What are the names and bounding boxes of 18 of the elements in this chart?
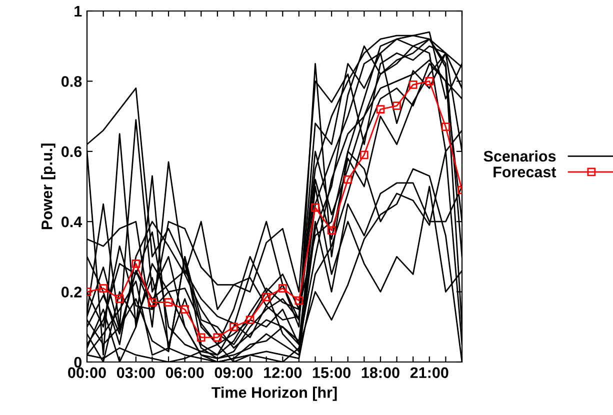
legend-label: Scenarios (484, 150, 556, 162)
x-tick-label: 09:00 (214, 367, 253, 378)
x-tick-label: 21:00 (410, 367, 448, 378)
x-tick-label: 06:00 (166, 367, 204, 378)
y-tick-label: 0.6 (62, 146, 82, 158)
y-axis-title: Power [p.u.] (41, 144, 56, 230)
x-tick-label: 15:00 (312, 367, 350, 378)
x-tick-label: 18:00 (362, 367, 400, 378)
x-axis-title: Time Horizon [hr] (212, 386, 337, 401)
x-tick-label: 00:00 (68, 367, 106, 378)
y-tick-label: 1 (74, 6, 82, 17)
y-tick-label: 0.8 (62, 76, 82, 87)
x-tick-label: 03:00 (116, 367, 155, 378)
x-tick-label: 12:00 (264, 367, 302, 378)
y-tick-label: 0.2 (62, 286, 82, 298)
legend-label: Forecast (494, 166, 556, 178)
y-tick-label: 0 (74, 356, 82, 368)
y-tick-label: 0.4 (62, 216, 82, 228)
